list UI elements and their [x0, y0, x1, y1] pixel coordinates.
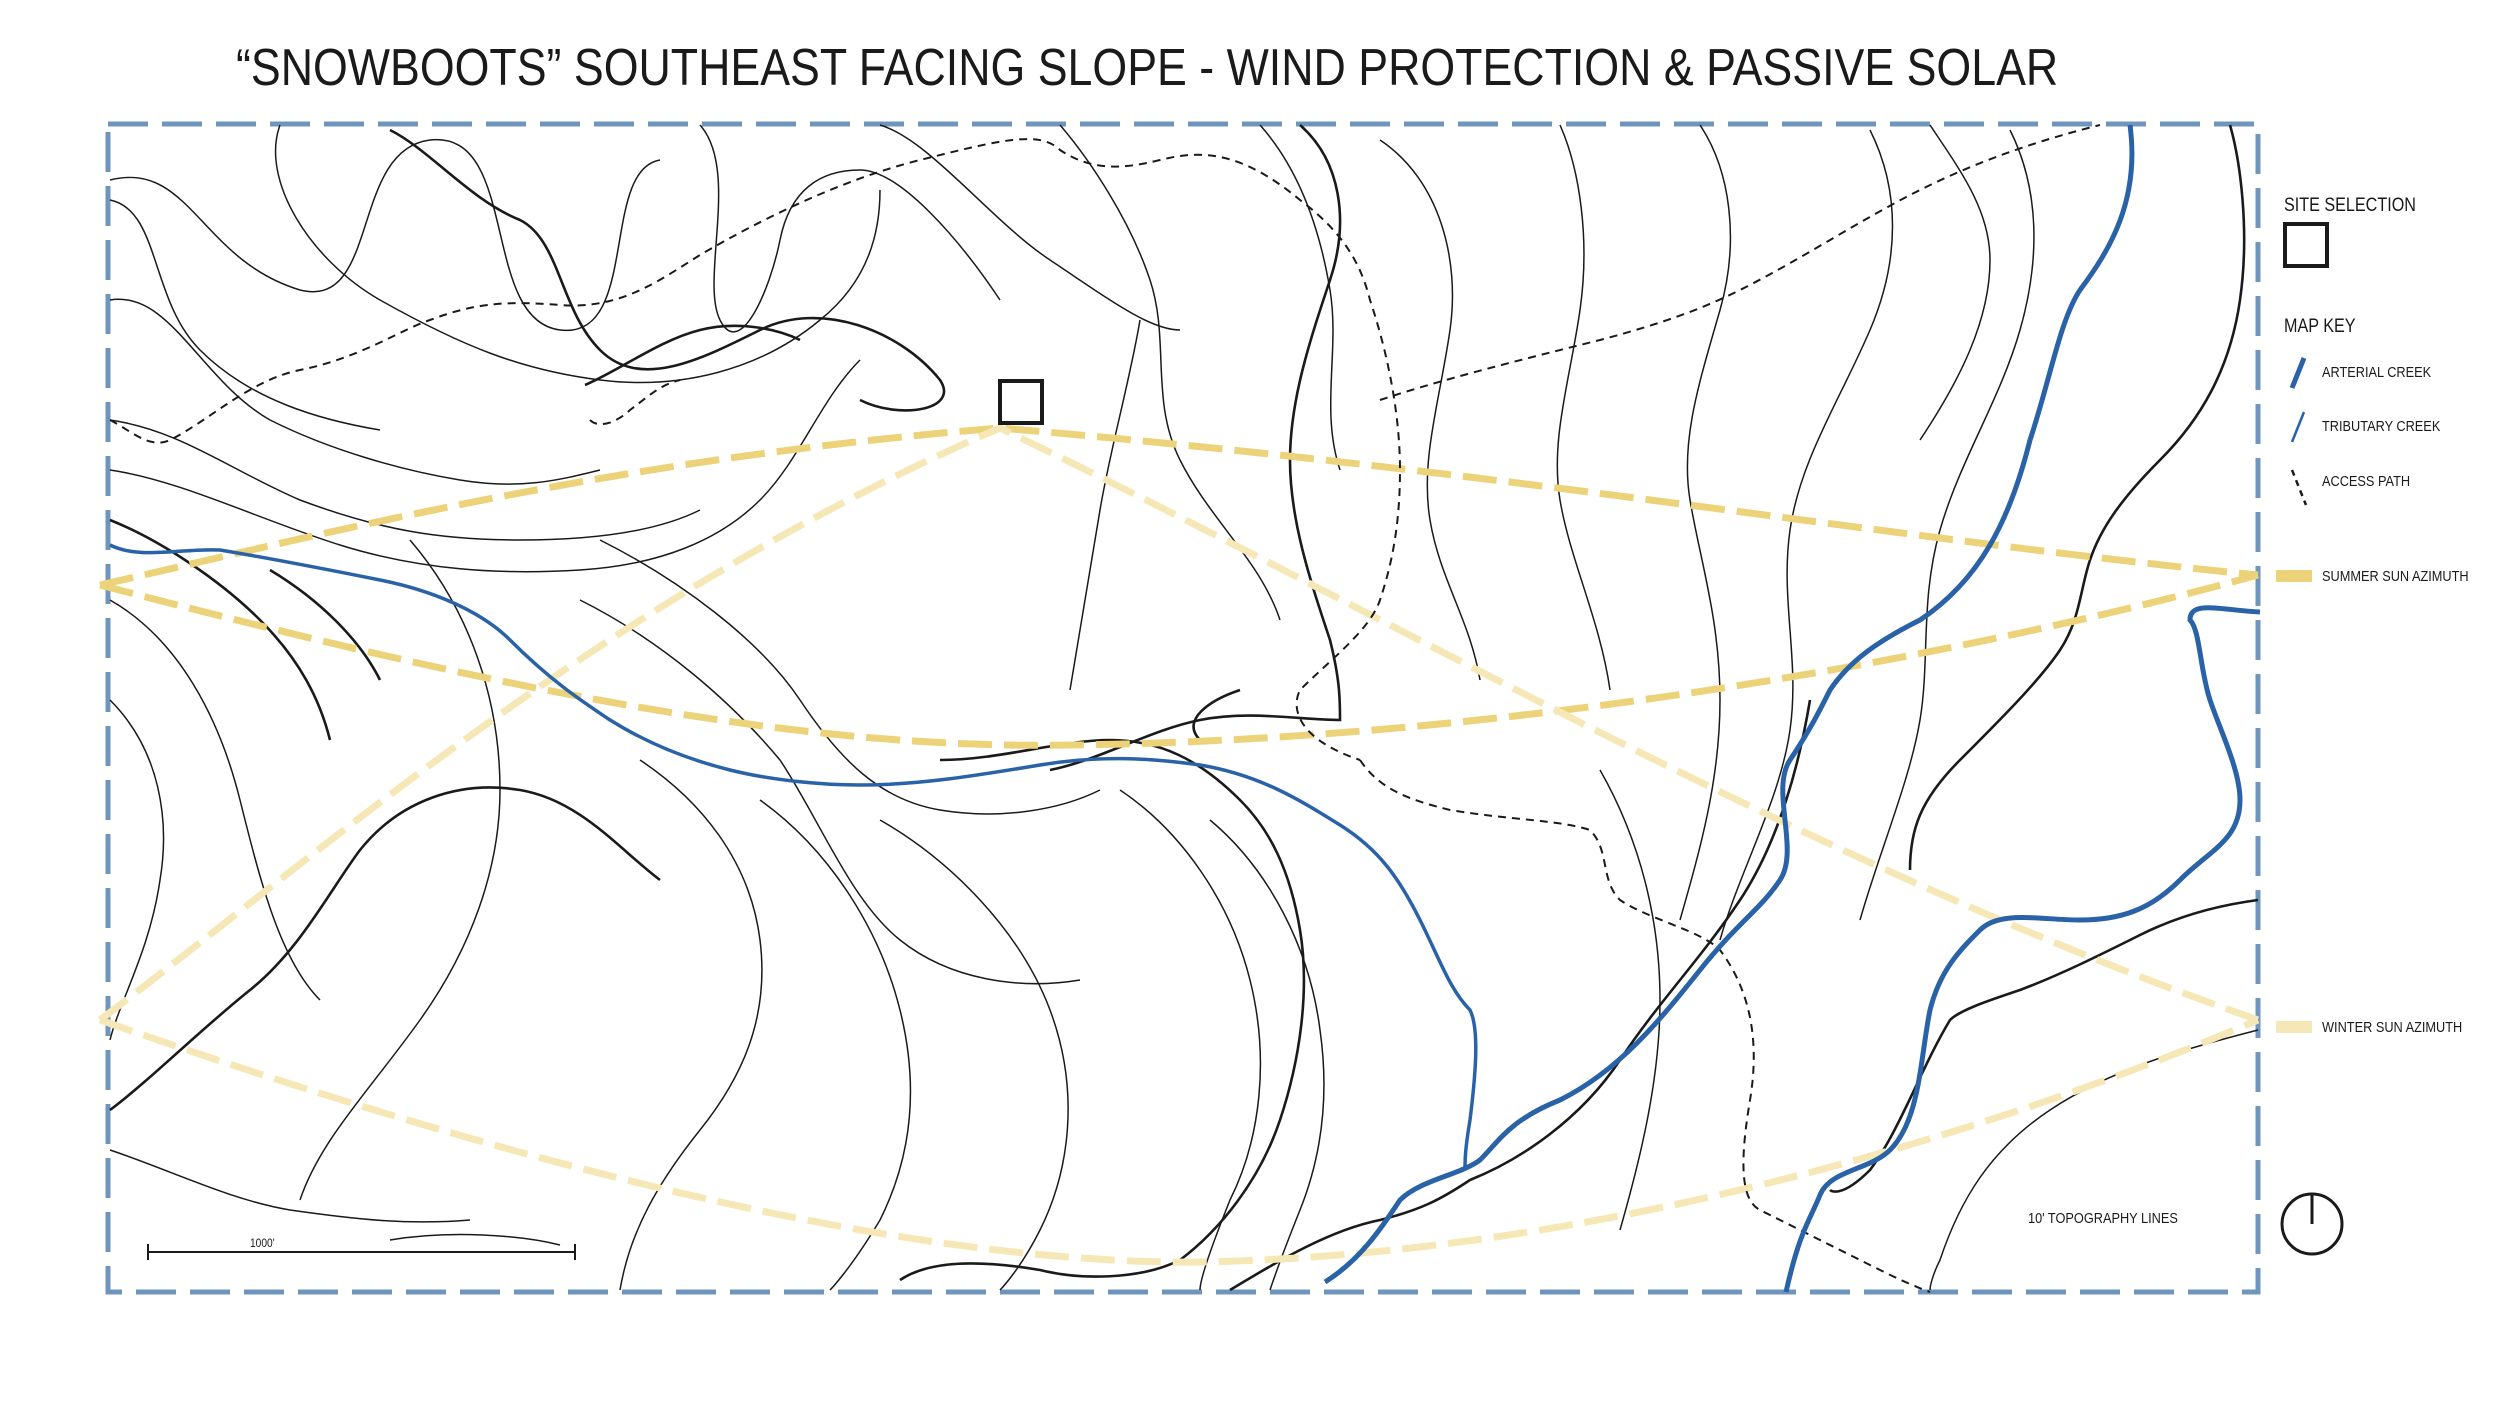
- legend-summer-sun-icon: [2276, 570, 2312, 582]
- legend-site-selection-icon: [2283, 222, 2329, 268]
- legend-winter-sun-icon: [2276, 1021, 2312, 1033]
- legend-access-path-icon: [2290, 469, 2308, 506]
- legend-topography-label: 10' TOPOGRAPHY LINES: [2028, 1210, 2178, 1227]
- winter-sun-azimuth: [97, 424, 2260, 1266]
- site-marker[interactable]: [998, 379, 1044, 425]
- legend-tributary-creek-label: TRIBUTARY CREEK: [2322, 418, 2441, 435]
- scale-bar-label: 1000': [250, 1236, 275, 1250]
- legend-site-selection-label: SITE SELECTION: [2284, 195, 2416, 216]
- map-frame: [105, 121, 2261, 1295]
- legend-tributary-creek-icon: [2290, 411, 2306, 443]
- arterial-creek-west: [1323, 124, 2135, 1285]
- arterial-creek-east: [1783, 605, 2261, 1293]
- index-contour-lines: [109, 124, 2259, 1292]
- north-arrow-icon: [2280, 1192, 2344, 1256]
- legend-arterial-creek-label: ARTERIAL CREEK: [2322, 364, 2432, 381]
- legend-arterial-creek-icon: [2289, 357, 2307, 389]
- summer-sun-azimuth: [99, 424, 2259, 749]
- scale-bar: [147, 1244, 576, 1260]
- tributary-creek: [109, 543, 1478, 1171]
- contour-lines: [109, 124, 2259, 1291]
- creeks: [109, 124, 2261, 1293]
- legend-access-path-label: ACCESS PATH: [2322, 473, 2411, 490]
- map-title: “SNOWBOOTS” SOUTHEAST FACING SLOPE - WIN…: [236, 39, 2059, 97]
- legend-map-key-label: MAP KEY: [2284, 316, 2356, 337]
- legend-summer-sun-label: SUMMER SUN AZIMUTH: [2322, 568, 2469, 585]
- legend-winter-sun-label: WINTER SUN AZIMUTH: [2322, 1019, 2463, 1036]
